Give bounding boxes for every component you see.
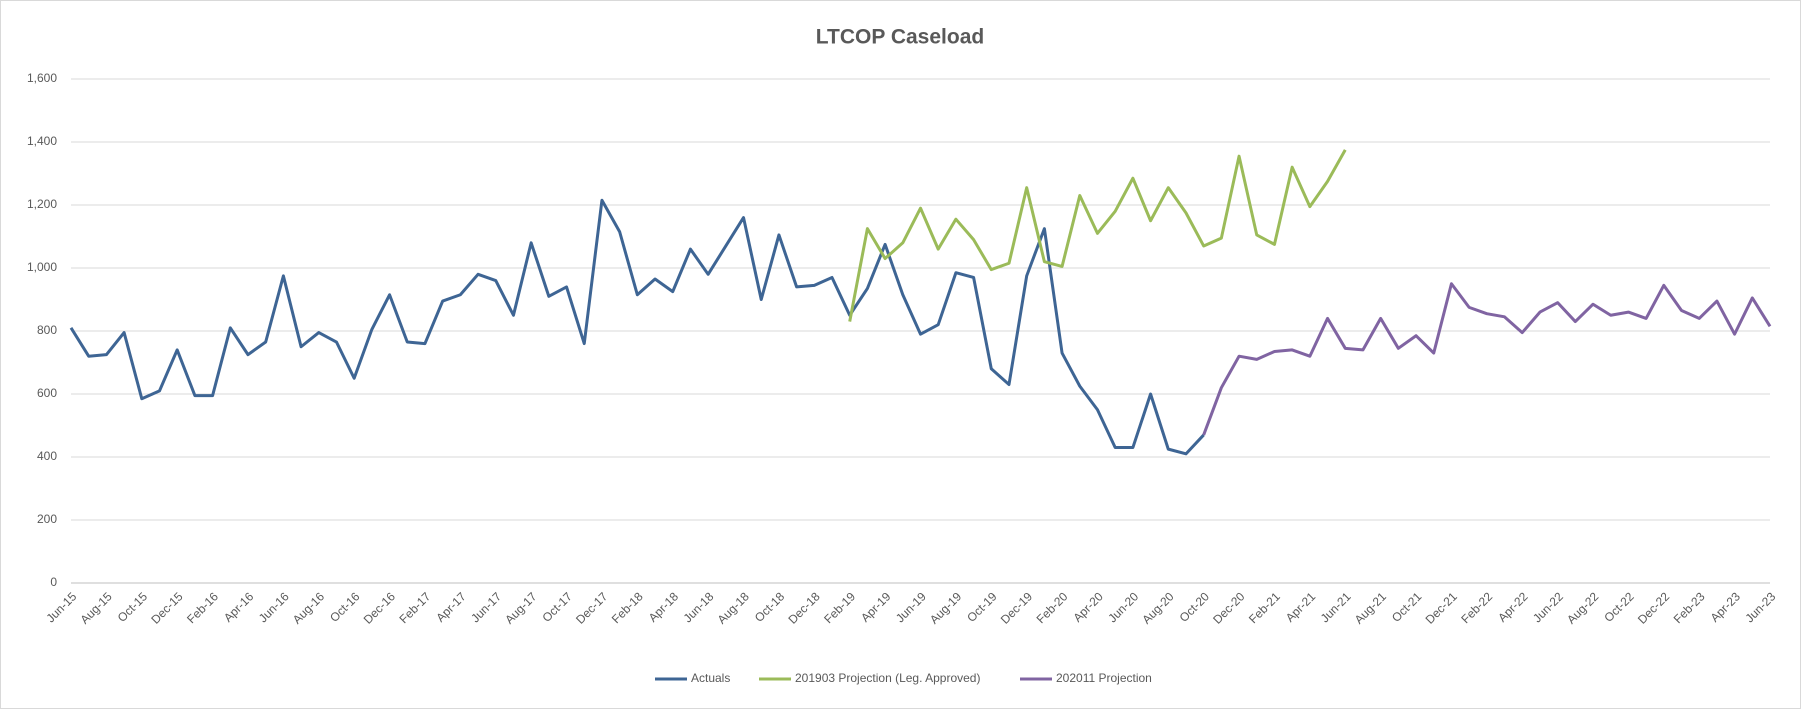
y-tick-label: 0 [50,575,57,589]
y-tick-label: 200 [37,512,57,526]
y-tick-label: 800 [37,323,57,337]
legend-label: Actuals [691,671,730,685]
y-tick-label: 1,600 [27,71,57,85]
legend-label: 202011 Projection [1056,671,1152,685]
series-line [848,149,1347,322]
y-tick-label: 400 [37,449,57,463]
y-tick-label: 1,200 [27,197,57,211]
y-tick-label: 600 [37,386,57,400]
y-tick-label: 1,000 [27,260,57,274]
chart-title: LTCOP Caseload [816,26,984,49]
series-line [1202,282,1772,436]
series-line [69,198,1205,456]
legend-label: 201903 Projection (Leg. Approved) [795,671,980,685]
y-tick-label: 1,400 [27,134,57,148]
